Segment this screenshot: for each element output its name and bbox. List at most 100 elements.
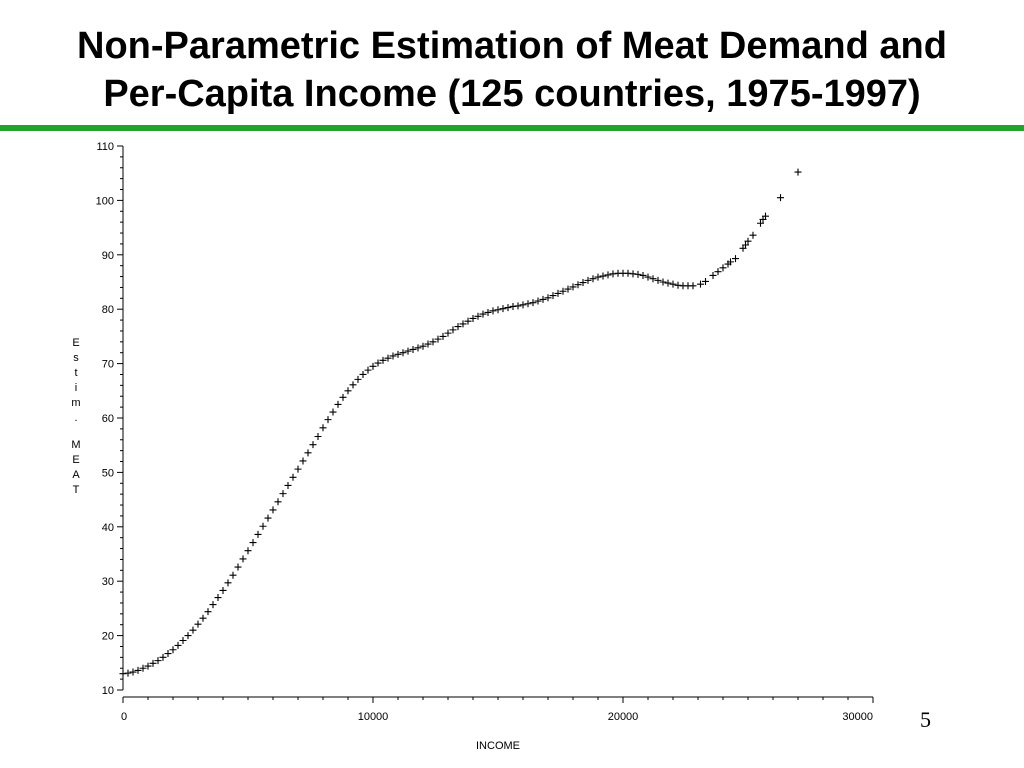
data-point bbox=[494, 306, 502, 314]
data-point bbox=[304, 449, 312, 457]
data-point bbox=[514, 302, 522, 310]
data-point bbox=[169, 646, 177, 654]
data-point bbox=[449, 326, 457, 334]
data-point bbox=[334, 400, 342, 408]
data-point bbox=[309, 441, 317, 449]
y-tick-label: 110 bbox=[96, 141, 114, 153]
y-axis-title-char: m bbox=[71, 397, 80, 409]
y-tick-label: 80 bbox=[102, 304, 114, 316]
data-point bbox=[274, 498, 282, 506]
data-point bbox=[374, 359, 382, 367]
y-tick-label: 100 bbox=[96, 195, 114, 207]
data-point bbox=[589, 275, 597, 283]
page-number: 5 bbox=[920, 707, 931, 732]
data-point bbox=[444, 329, 452, 337]
data-point bbox=[144, 662, 152, 670]
data-point bbox=[549, 292, 557, 300]
data-point bbox=[499, 305, 507, 313]
data-point bbox=[249, 539, 257, 547]
data-point bbox=[459, 320, 467, 328]
data-point bbox=[419, 342, 427, 350]
data-point bbox=[404, 347, 412, 355]
data-point bbox=[544, 294, 552, 302]
data-point bbox=[149, 659, 157, 667]
data-point bbox=[319, 424, 327, 432]
data-point bbox=[564, 285, 572, 293]
y-axis-title-char: E bbox=[72, 337, 79, 349]
data-point bbox=[354, 375, 362, 383]
data-point bbox=[229, 571, 237, 579]
data-point bbox=[519, 301, 527, 309]
data-point bbox=[154, 657, 162, 665]
data-point bbox=[719, 264, 727, 272]
data-point bbox=[579, 279, 587, 287]
data-point bbox=[194, 620, 202, 628]
x-tick-label: 0 bbox=[121, 711, 127, 723]
x-tick-label: 20000 bbox=[608, 711, 639, 723]
data-point bbox=[464, 317, 472, 325]
data-point bbox=[559, 287, 567, 295]
data-point bbox=[599, 272, 607, 280]
y-tick-label: 90 bbox=[102, 250, 114, 262]
y-tick-label: 50 bbox=[102, 467, 114, 479]
data-point bbox=[369, 362, 377, 370]
data-points bbox=[119, 168, 802, 678]
data-point bbox=[219, 586, 227, 594]
data-point bbox=[409, 345, 417, 353]
y-tick-label: 60 bbox=[102, 413, 114, 425]
data-point bbox=[244, 547, 252, 555]
data-point bbox=[434, 335, 442, 343]
data-point bbox=[709, 271, 717, 279]
data-point bbox=[604, 271, 612, 279]
data-point bbox=[224, 579, 232, 587]
data-point bbox=[714, 268, 722, 276]
data-point bbox=[639, 271, 647, 279]
data-point bbox=[339, 393, 347, 401]
y-tick-label: 20 bbox=[102, 631, 114, 643]
data-point bbox=[669, 280, 677, 288]
data-point bbox=[569, 283, 577, 291]
data-point bbox=[344, 387, 352, 395]
data-point bbox=[174, 641, 182, 649]
data-point bbox=[654, 276, 662, 284]
data-point bbox=[489, 307, 497, 315]
data-point bbox=[209, 601, 217, 609]
data-point bbox=[189, 626, 197, 634]
data-point bbox=[424, 340, 432, 348]
data-point bbox=[454, 323, 462, 331]
data-point bbox=[299, 457, 307, 465]
data-point bbox=[474, 312, 482, 320]
y-axis-title-char: t bbox=[74, 367, 77, 379]
data-point bbox=[359, 370, 367, 378]
data-point bbox=[584, 276, 592, 284]
y-axis-title-char: M bbox=[71, 439, 80, 451]
data-point bbox=[324, 416, 332, 424]
data-point bbox=[794, 168, 802, 176]
data-point bbox=[649, 275, 657, 283]
data-point bbox=[414, 344, 422, 352]
y-tick-label: 70 bbox=[102, 359, 114, 371]
data-point bbox=[389, 352, 397, 360]
data-point bbox=[399, 349, 407, 357]
x-axis: 0 10000 20000 30000 bbox=[121, 696, 874, 723]
data-point bbox=[384, 354, 392, 362]
y-axis: 10 20 30 40 50 60 70 80 90 100 110 bbox=[96, 141, 124, 697]
y-axis-title-char: T bbox=[73, 484, 80, 496]
data-point bbox=[234, 563, 242, 571]
data-point bbox=[184, 632, 192, 640]
data-point bbox=[697, 280, 704, 288]
y-axis-title-char: . bbox=[74, 412, 77, 424]
y-tick-label: 40 bbox=[102, 522, 114, 534]
data-point bbox=[744, 237, 752, 245]
x-tick-label: 30000 bbox=[842, 711, 873, 723]
data-point bbox=[594, 273, 602, 281]
slide-title-line-2: Per-Capita Income (125 countries, 1975-1… bbox=[103, 73, 921, 115]
data-point bbox=[504, 304, 512, 312]
data-point bbox=[574, 281, 582, 289]
data-point bbox=[134, 666, 142, 674]
data-point bbox=[762, 212, 769, 220]
data-point bbox=[264, 514, 272, 522]
y-axis-title-char: A bbox=[72, 469, 80, 481]
data-point bbox=[239, 555, 247, 563]
